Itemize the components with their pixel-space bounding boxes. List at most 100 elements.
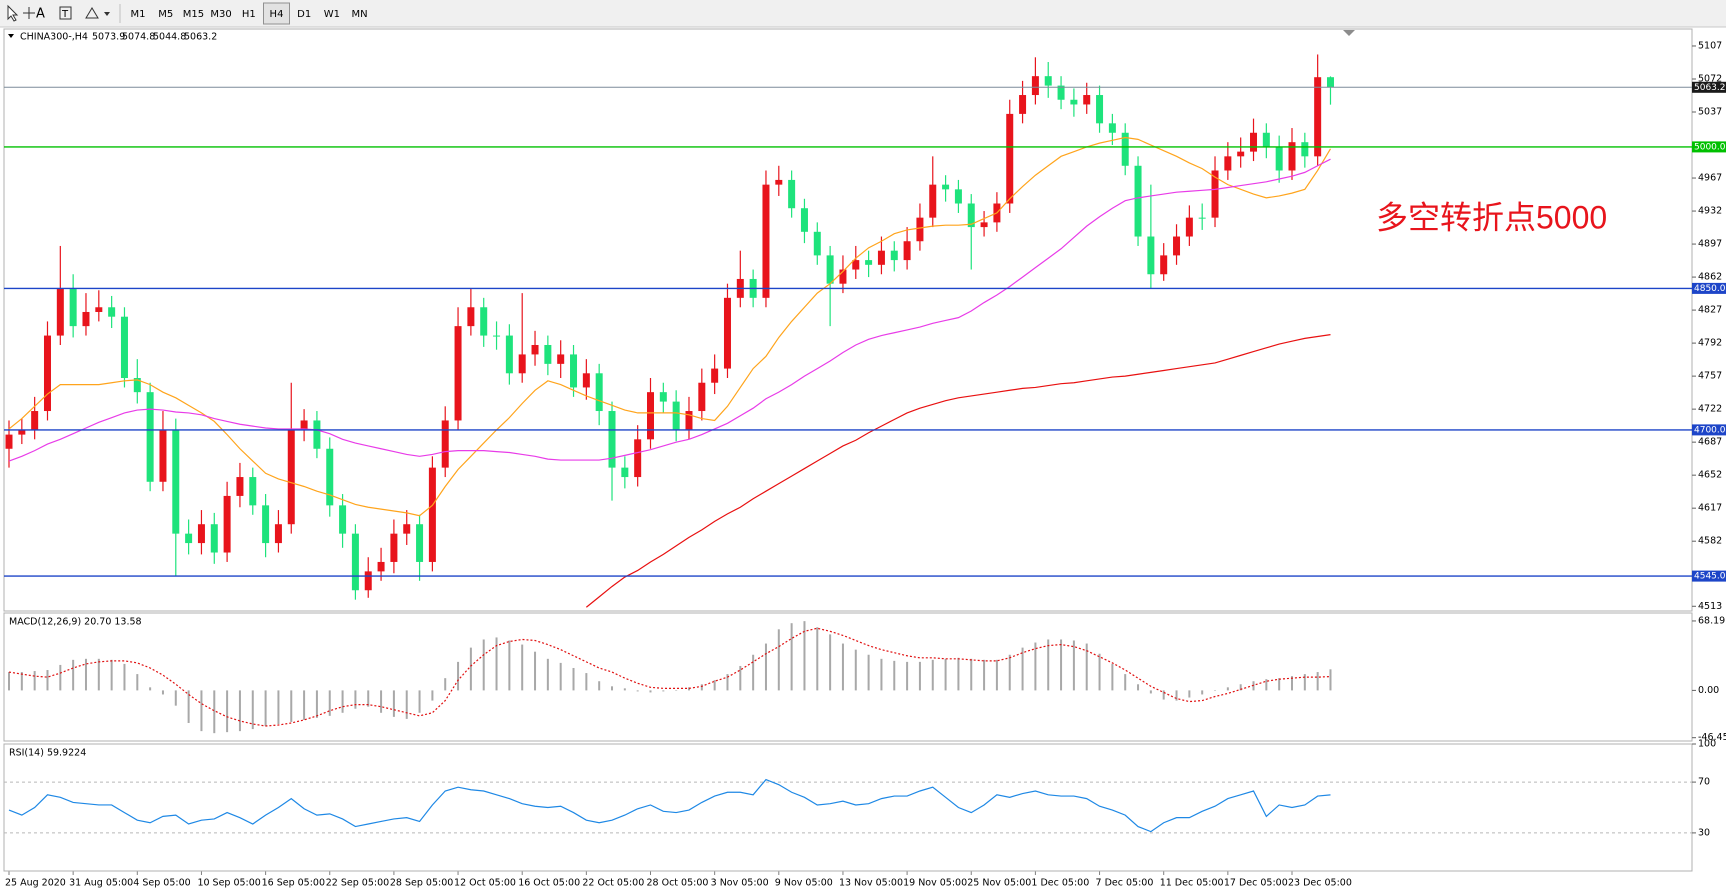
x-tick-label: 31 Aug 05:00	[69, 878, 133, 889]
histogram-bar	[1278, 678, 1281, 691]
candle-body	[56, 288, 64, 336]
candle-body	[1301, 142, 1309, 157]
histogram-bar	[841, 643, 844, 691]
histogram-bar	[829, 634, 832, 691]
candle-body	[929, 184, 937, 218]
histogram-bar	[983, 659, 986, 691]
candle-body	[954, 189, 962, 204]
candle-body	[1096, 95, 1104, 124]
candle-body	[1326, 77, 1334, 88]
ohlc-value: 5044.8	[153, 32, 186, 43]
histogram-bar	[367, 690, 370, 707]
candle-body	[467, 307, 475, 327]
candle-body	[1237, 151, 1245, 157]
histogram-bar	[585, 673, 588, 691]
histogram-bar	[534, 651, 537, 691]
y-tick-label: 5037	[1698, 107, 1722, 118]
x-tick-label: 4 Sep 05:00	[133, 878, 190, 889]
candle-body	[159, 429, 167, 482]
level-label-bg	[1692, 570, 1726, 582]
y-tick-label: 70	[1698, 777, 1710, 788]
x-tick-label: 3 Nov 05:00	[711, 878, 769, 889]
candle-body	[582, 373, 590, 388]
timeframe-button[interactable]: MN	[352, 9, 368, 20]
histogram-bar	[1214, 690, 1217, 691]
timeframe-button[interactable]: M15	[183, 9, 204, 20]
candle-body	[223, 495, 231, 553]
candle-body	[762, 184, 770, 298]
candle-body	[723, 297, 731, 369]
candle-body	[274, 524, 282, 544]
text-icon[interactable]: A	[36, 7, 45, 22]
indicator-panel	[3, 612, 1693, 742]
candle-body	[839, 269, 847, 284]
cursor-icon[interactable]	[7, 4, 19, 22]
histogram-bar	[867, 654, 870, 691]
y-tick-label: 4652	[1698, 470, 1722, 481]
shapes-icon[interactable]	[85, 7, 99, 19]
dropdown-icon[interactable]	[104, 12, 110, 16]
candle-body	[942, 184, 950, 190]
y-tick-label: 4932	[1698, 206, 1722, 217]
histogram-bar	[251, 690, 254, 730]
candle-body	[377, 561, 385, 572]
candle-body	[236, 477, 244, 496]
candle-body	[146, 392, 154, 482]
histogram-bar	[1060, 639, 1063, 691]
x-tick-label: 1 Dec 05:00	[1031, 878, 1089, 889]
histogram-bar	[161, 690, 164, 695]
candle-body	[1044, 76, 1052, 86]
histogram-bar	[187, 690, 190, 723]
candle-body	[1211, 170, 1219, 218]
timeframe-button[interactable]: W1	[324, 9, 340, 20]
histogram-bar	[1329, 669, 1332, 691]
histogram-bar	[572, 667, 575, 691]
last-price-bg	[1692, 81, 1726, 93]
x-tick-label: 19 Nov 05:00	[903, 878, 967, 889]
level-label: 4850.0	[1694, 284, 1726, 294]
timeframe-button[interactable]: H1	[242, 9, 256, 20]
candle-body	[634, 439, 642, 478]
timeframe-button[interactable]: M30	[210, 9, 231, 20]
panel-title: MACD(12,26,9) 20.70 13.58	[9, 617, 142, 628]
y-tick-label: 4757	[1698, 371, 1722, 382]
timeframe-button[interactable]: H4	[270, 9, 284, 20]
histogram-bar	[893, 660, 896, 691]
histogram-bar	[1226, 687, 1229, 691]
histogram-bar	[226, 690, 229, 733]
histogram-bar	[1162, 690, 1165, 700]
histogram-bar	[123, 663, 126, 691]
histogram-bar	[8, 672, 10, 691]
candle-body	[557, 354, 565, 364]
histogram-bar	[559, 662, 562, 691]
timeframes: M1 M5 M15 M30 H1 H4 D1 W1 MN	[131, 2, 368, 25]
candle-body	[133, 378, 141, 393]
histogram-bar	[1303, 674, 1306, 691]
candle-body	[339, 505, 347, 534]
candle-body	[865, 260, 873, 265]
label-icon[interactable]	[59, 6, 72, 20]
indicator-panel	[3, 743, 1693, 872]
timeframe-button[interactable]: M5	[158, 9, 173, 20]
histogram-bar	[444, 678, 447, 691]
candle-body	[1275, 146, 1283, 171]
histogram-bar	[662, 690, 665, 692]
histogram-bar	[906, 661, 909, 691]
histogram-bar	[803, 621, 806, 691]
histogram-bar	[341, 690, 344, 713]
timeframe-button[interactable]: D1	[297, 9, 311, 20]
candle-body	[1083, 95, 1091, 105]
timeframe-button[interactable]: M1	[131, 9, 146, 20]
candle-body	[120, 316, 128, 379]
histogram-bar	[1137, 684, 1140, 691]
histogram-bar	[598, 681, 601, 691]
candle-body	[390, 533, 398, 562]
histogram-bar	[1188, 690, 1191, 698]
histogram-bar	[290, 690, 293, 722]
candle-body	[775, 179, 783, 185]
candle-body	[403, 524, 411, 534]
x-tick-label: 7 Dec 05:00	[1096, 878, 1154, 889]
x-tick-label: 13 Nov 05:00	[839, 878, 903, 889]
candle-body	[1057, 85, 1065, 100]
